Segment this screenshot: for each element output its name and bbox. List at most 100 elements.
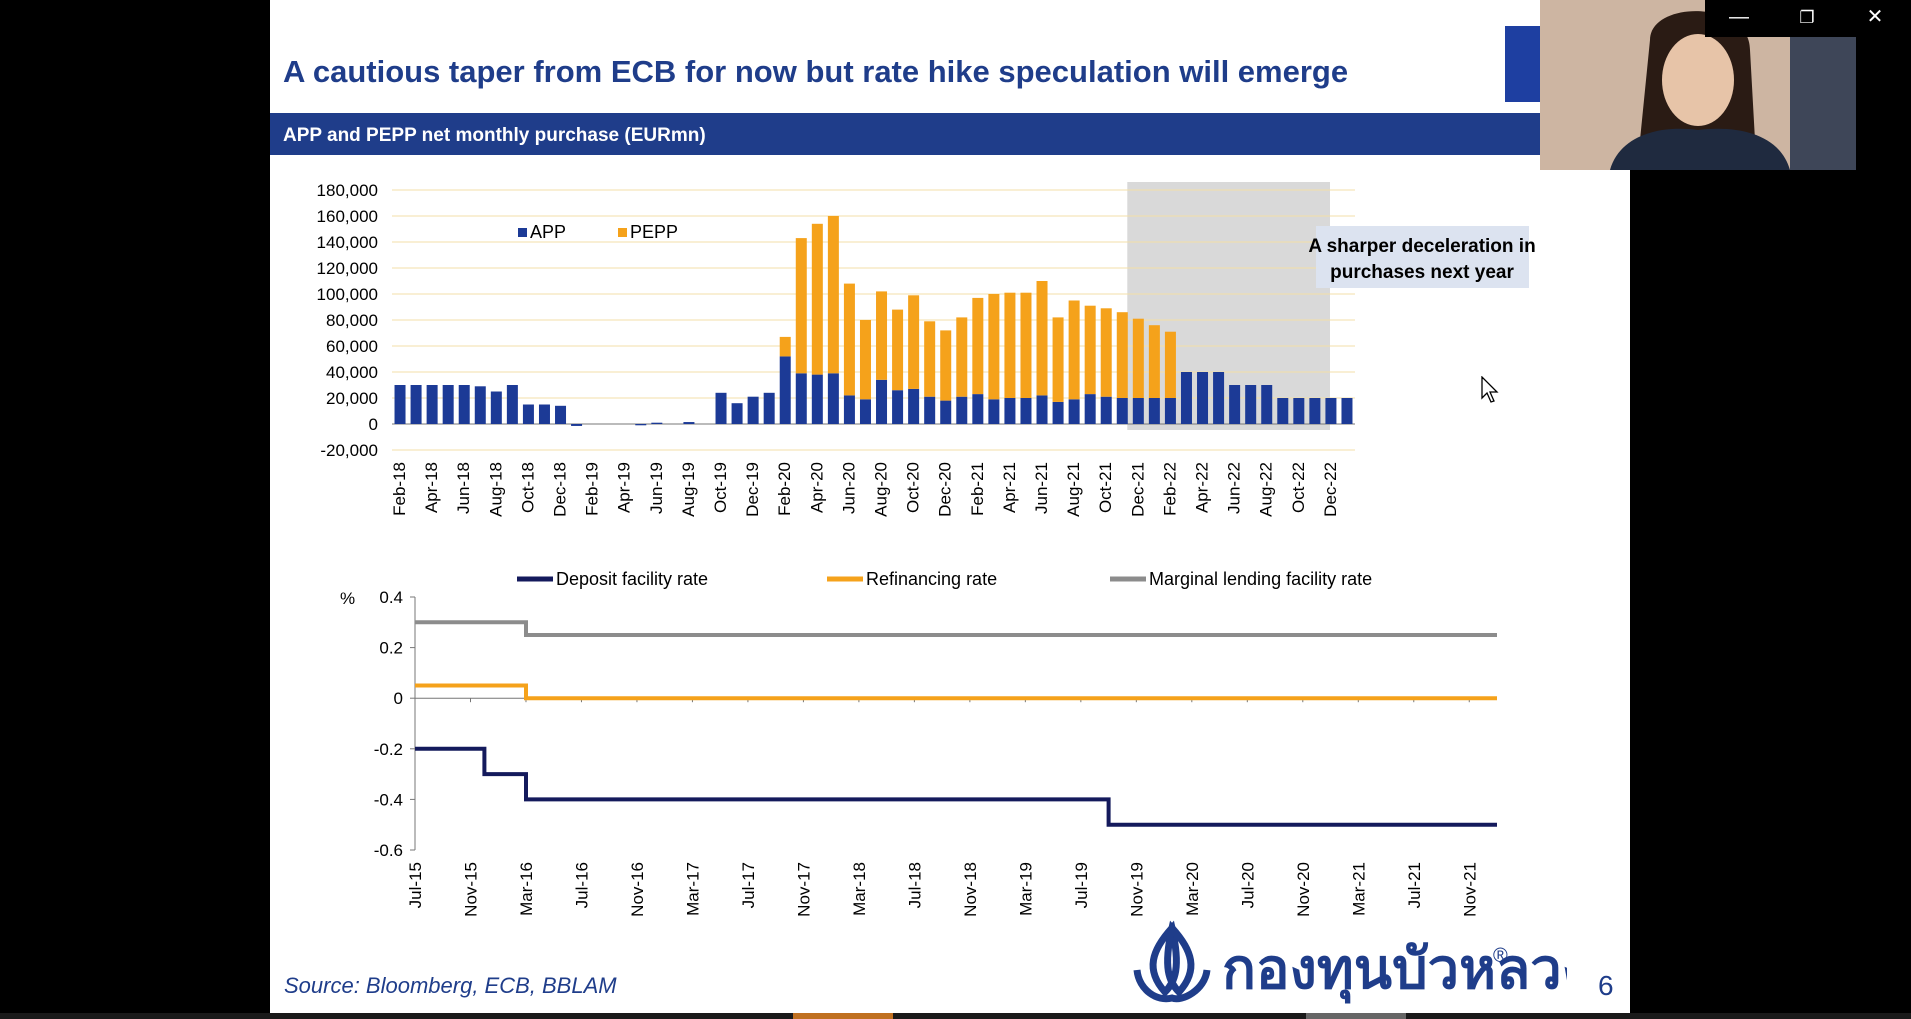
purchases-bar-chart: -20,000 0 20,000 40,000 60,000 80,000 100,000 1… [317, 181, 1536, 517]
app-bar [1325, 398, 1337, 424]
x-tick-label: Jul-19 [1072, 862, 1091, 908]
close-icon[interactable]: ✕ [1866, 6, 1884, 28]
pepp-bar [811, 223, 823, 375]
app-bar [1309, 398, 1321, 424]
app-bar [426, 385, 438, 424]
x-tick-label: Apr-18 [422, 462, 441, 513]
mouse-cursor-icon [1481, 376, 1499, 403]
y-tick-label: 100,000 [317, 285, 378, 304]
y-tick-label: 80,000 [326, 311, 378, 330]
x-tick-label: Apr-22 [1193, 462, 1212, 513]
source-note: Source: Bloomberg, ECB, BBLAM [284, 973, 617, 998]
x-tick-label: Apr-19 [615, 462, 634, 513]
app-bar [715, 392, 727, 424]
pepp-bar [1052, 317, 1064, 402]
x-tick-label: Feb-22 [1160, 462, 1179, 516]
legend-label: Refinancing rate [866, 569, 997, 589]
app-bar [522, 404, 534, 424]
y-tick-label: 0 [369, 415, 378, 434]
x-tick-label: Mar-17 [683, 862, 702, 916]
refinancing-rate-line [415, 683, 1497, 701]
app-bar [876, 379, 888, 424]
legend-label-pepp: PEPP [630, 222, 678, 242]
app-bar [555, 405, 567, 424]
pepp-bar [1068, 300, 1080, 400]
app-bar [1213, 372, 1225, 424]
taskbar-indicator [793, 1013, 893, 1019]
y-tick-label: -20,000 [320, 441, 378, 460]
app-bar [956, 396, 968, 424]
x-tick-label: Aug-22 [1257, 462, 1276, 517]
x-tick-label: Jul-20 [1238, 862, 1257, 908]
x-tick-label: Dec-22 [1321, 462, 1340, 517]
app-bar [731, 403, 743, 424]
app-bar [1132, 398, 1144, 424]
app-bar [1084, 394, 1096, 424]
x-tick-label: Nov-15 [461, 862, 480, 917]
pepp-bar [1020, 292, 1032, 398]
x-tick-label: Feb-19 [583, 462, 602, 516]
x-tick-label: Nov-16 [628, 862, 647, 917]
y-tick-label: 20,000 [326, 389, 378, 408]
app-bar [1261, 385, 1273, 424]
app-bar [1004, 398, 1016, 424]
legend-swatch-app [518, 228, 527, 237]
window-controls: — ❐ ✕ [1705, 0, 1911, 37]
x-tick-label: Aug-21 [1064, 462, 1083, 517]
app-bar [1020, 398, 1032, 424]
pepp-bar [779, 336, 791, 357]
x-tick-label: Mar-21 [1349, 862, 1368, 916]
pepp-bar [827, 216, 839, 374]
app-bar [1277, 398, 1289, 424]
app-bar [940, 400, 952, 424]
app-bar [924, 396, 936, 424]
y-tick-label: -0.6 [374, 841, 403, 860]
presentation-slide: A cautious taper from ECB for now but ra… [270, 0, 1630, 1013]
legend-label: Marginal lending facility rate [1149, 569, 1372, 589]
x-tick-label: Mar-20 [1183, 862, 1202, 916]
x-tick-label: Jun-19 [647, 462, 666, 514]
x-tick-label: Nov-21 [1460, 862, 1479, 917]
annotation-box [1316, 226, 1529, 288]
app-bar [1293, 398, 1305, 424]
marginal-rate-line [415, 620, 1497, 637]
x-tick-label: Dec-20 [936, 462, 955, 517]
x-tick-label: Oct-18 [518, 462, 537, 513]
pepp-bar [1116, 312, 1128, 398]
legend-label: Deposit facility rate [556, 569, 708, 589]
app-bar [651, 422, 663, 424]
pepp-bar [859, 320, 871, 400]
x-tick-label: Nov-18 [961, 862, 980, 917]
x-tick-label: Dec-18 [551, 462, 570, 517]
x-tick-label: Feb-21 [968, 462, 987, 516]
x-tick-label: Apr-20 [807, 462, 826, 513]
x-tick-label: Oct-21 [1096, 462, 1115, 513]
x-tick-label: Jun-21 [1032, 462, 1051, 514]
x-tick-label: Jul-21 [1405, 862, 1424, 908]
x-tick-label: Jul-17 [739, 862, 758, 908]
app-bar [506, 385, 518, 424]
lotus-logo-icon: กองทุนบัวหลวง ® [1133, 920, 1567, 1004]
minimize-icon[interactable]: — [1729, 6, 1749, 28]
x-tick-label: Feb-20 [775, 462, 794, 516]
app-bar [1148, 398, 1160, 424]
app-bar [779, 356, 791, 424]
app-bar [410, 385, 422, 424]
y-tick-label: 0.2 [379, 639, 403, 658]
x-tick-label: Apr-21 [1000, 462, 1019, 513]
pepp-bar [1084, 305, 1096, 395]
x-tick-label: Feb-18 [390, 462, 409, 516]
app-bar [1100, 396, 1112, 424]
y-axis-label: % [340, 589, 355, 608]
y-tick-label: 40,000 [326, 363, 378, 382]
x-tick-label: Jul-15 [406, 862, 425, 908]
app-bar [442, 385, 454, 424]
pepp-bar [892, 309, 904, 391]
x-tick-label: Jun-20 [839, 462, 858, 514]
x-tick-label: Nov-19 [1127, 862, 1146, 917]
restore-icon[interactable]: ❐ [1799, 8, 1815, 27]
pepp-bar [940, 330, 952, 401]
pepp-bar [843, 283, 855, 396]
pepp-bar [972, 297, 984, 395]
annotation-line-2: purchases next year [1330, 262, 1514, 283]
